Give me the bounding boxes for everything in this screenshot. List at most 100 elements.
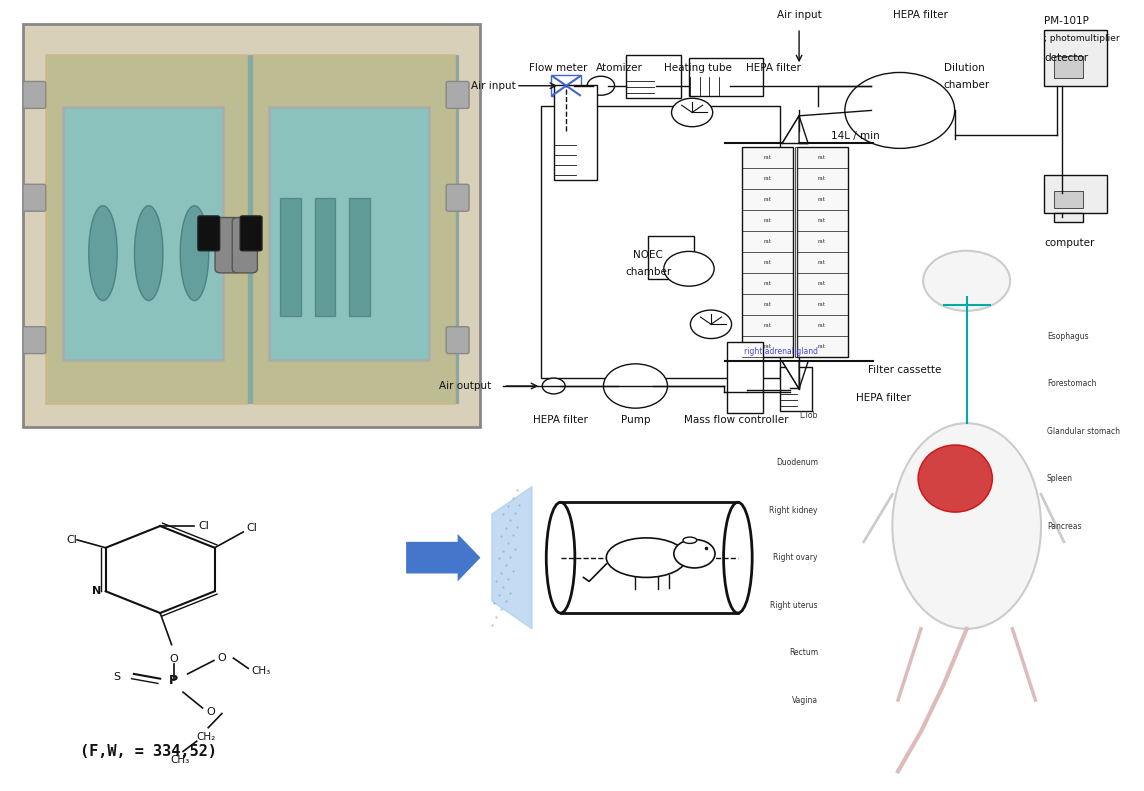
FancyBboxPatch shape [726,342,763,413]
Text: Spleen: Spleen [1047,474,1073,483]
Text: O: O [206,707,215,717]
Text: rat: rat [818,218,826,223]
Text: Right kidney: Right kidney [770,505,818,515]
Polygon shape [782,115,808,143]
Text: CH₂: CH₂ [197,732,215,742]
Text: right adrenal gland: right adrenal gland [744,347,818,357]
Text: rat: rat [763,155,771,161]
Ellipse shape [180,206,208,301]
Text: Right uterus: Right uterus [770,600,818,610]
Text: CH₃: CH₃ [170,755,189,766]
Ellipse shape [89,206,117,301]
Text: Flow meter: Flow meter [529,63,587,74]
Text: Air input: Air input [471,81,516,91]
FancyBboxPatch shape [797,147,848,358]
FancyBboxPatch shape [269,107,429,360]
FancyBboxPatch shape [23,184,46,211]
Text: Air input: Air input [777,10,821,20]
Text: rat: rat [818,240,826,244]
FancyBboxPatch shape [23,81,46,108]
Circle shape [674,539,715,568]
Circle shape [604,364,668,408]
Text: Pump: Pump [621,414,650,425]
Text: CH₃: CH₃ [252,666,271,676]
Polygon shape [492,486,532,629]
Ellipse shape [917,445,992,513]
Text: Filter cassette: Filter cassette [868,365,942,375]
FancyBboxPatch shape [63,107,223,360]
FancyBboxPatch shape [626,55,681,98]
Text: Forestomach: Forestomach [1047,379,1096,388]
Text: Dilution: Dilution [944,63,985,74]
Text: Cl: Cl [198,521,209,531]
Text: rat: rat [763,176,771,181]
FancyBboxPatch shape [554,85,597,180]
Text: HEPA filter: HEPA filter [747,63,801,74]
FancyBboxPatch shape [780,367,812,411]
Text: computer: computer [1044,238,1095,248]
Ellipse shape [135,206,164,301]
Circle shape [587,76,614,95]
FancyArrow shape [406,534,480,581]
Text: L.lob: L.lob [800,411,818,420]
Text: P: P [169,674,178,687]
Text: ; photomultiplier: ; photomultiplier [1044,34,1120,44]
Text: PM-101P: PM-101P [1044,16,1089,26]
Text: 14L / min: 14L / min [831,131,880,141]
Text: S: S [113,672,120,682]
FancyBboxPatch shape [503,16,1144,427]
Text: N: N [92,586,101,596]
FancyBboxPatch shape [742,147,794,358]
FancyBboxPatch shape [46,55,458,403]
Circle shape [844,73,955,149]
Text: O: O [169,654,178,664]
Text: rat: rat [818,302,826,307]
Text: Mass flow controller: Mass flow controller [684,414,788,425]
Circle shape [672,98,713,127]
FancyBboxPatch shape [23,24,480,427]
FancyBboxPatch shape [1044,176,1107,214]
Text: Cl: Cl [66,535,77,545]
Text: Glandular stomach: Glandular stomach [1047,426,1120,436]
Text: HEPA filter: HEPA filter [856,393,911,403]
FancyBboxPatch shape [1054,56,1082,78]
Text: rat: rat [763,198,771,202]
FancyBboxPatch shape [1054,191,1082,208]
Text: Heating tube: Heating tube [665,63,732,74]
FancyBboxPatch shape [1054,213,1082,222]
Text: rat: rat [763,302,771,307]
Circle shape [664,252,714,286]
FancyBboxPatch shape [46,55,246,403]
Text: rat: rat [763,240,771,244]
Text: rat: rat [763,344,771,350]
FancyBboxPatch shape [689,59,763,96]
Polygon shape [782,361,808,389]
Text: rat: rat [818,260,826,265]
FancyBboxPatch shape [215,218,240,273]
FancyBboxPatch shape [446,81,469,108]
FancyBboxPatch shape [1044,30,1107,85]
Text: rat: rat [818,176,826,181]
Text: Vagina: Vagina [792,695,818,705]
Text: Air output: Air output [438,381,491,391]
Text: Atomizer: Atomizer [596,63,643,74]
Ellipse shape [724,502,753,613]
Text: rat: rat [818,198,826,202]
Text: rat: rat [818,282,826,286]
Circle shape [789,372,809,384]
Text: Rectum: Rectum [789,648,818,657]
FancyBboxPatch shape [315,198,335,316]
Text: (F,W, = 334,52): (F,W, = 334,52) [80,744,217,759]
Text: Esophagus: Esophagus [1047,331,1088,341]
Text: rat: rat [763,260,771,265]
Ellipse shape [892,423,1041,629]
FancyBboxPatch shape [541,106,780,378]
FancyBboxPatch shape [232,218,257,273]
FancyBboxPatch shape [254,55,454,403]
FancyBboxPatch shape [280,198,301,316]
FancyBboxPatch shape [349,198,370,316]
Ellipse shape [606,538,686,577]
Text: HEPA filter: HEPA filter [893,10,948,20]
FancyBboxPatch shape [240,216,262,251]
Ellipse shape [547,502,574,613]
